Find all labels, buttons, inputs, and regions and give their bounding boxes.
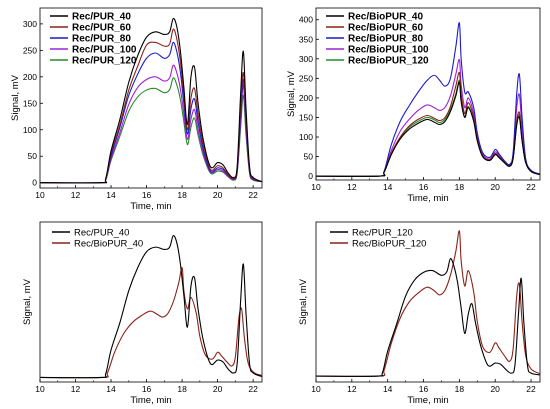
x-tick-label: 14	[106, 384, 116, 394]
series-group	[40, 17, 262, 184]
x-tick-label: 16	[419, 182, 429, 192]
series-line-rec-pur-120	[316, 258, 540, 377]
legend: Rec/BioPUR_40Rec/BioPUR_60Rec/BioPUR_80R…	[326, 12, 429, 67]
x-tick-label: 14	[383, 384, 393, 394]
legend-label-rec-pur-60: Rec/PUR_60	[72, 23, 131, 34]
y-tick-label: 150	[299, 112, 313, 122]
y-tick-label: 150	[23, 98, 37, 108]
panel-top-right: 10 12 14 16 18 20 22 0 50 100 150 200 250 300 350 400 Ti…	[286, 7, 541, 204]
y-axis-title: Signal, mV	[22, 278, 33, 325]
series-line-rec-biopur-60	[316, 71, 540, 177]
legend-label-rec-pur-120: Rec/PUR_120	[352, 228, 413, 239]
x-tick-label: 10	[35, 190, 45, 200]
legend-label-rec-pur-100: Rec/PUR_100	[72, 45, 137, 56]
x-tick-label: 16	[142, 190, 152, 200]
series-line-rec-pur-40	[40, 17, 262, 184]
y-tick-label: 300	[299, 54, 313, 64]
panel-bottom-right: 10 12 14 16 18 20 22 Time, min Signal, mV Rec/PUR…	[298, 221, 541, 406]
y-axis-title: Signal, mV	[298, 278, 309, 325]
y-tick-label: 200	[23, 72, 37, 82]
y-axis-title: Signal, mV	[286, 70, 297, 117]
x-tick-label: 10	[35, 384, 45, 394]
x-tick-label: 16	[419, 384, 429, 394]
x-tick-label: 22	[526, 384, 536, 394]
x-tick-label: 12	[71, 384, 81, 394]
x-tick-label: 18	[455, 384, 465, 394]
series-group	[40, 235, 262, 379]
panel-top-left: 10 12 14 16 18 20 22 0 50 100 150 200 250 300 Time, mi…	[10, 7, 263, 212]
x-tick-label: 20	[213, 190, 223, 200]
plot-frame	[39, 7, 263, 189]
y-tick-label: 200	[299, 93, 313, 103]
y-tick-label: 250	[23, 45, 37, 55]
x-tick-label: 18	[455, 182, 465, 192]
series-line-rec-biopur-120	[316, 79, 540, 177]
series-line-rec-pur-100	[40, 64, 262, 184]
legend-label-rec-biopur-60: Rec/BioPUR_60	[348, 23, 423, 34]
x-tick-label: 18	[177, 384, 187, 394]
legend-label-rec-biopur-120: Rec/BioPUR_120	[352, 239, 426, 250]
x-tick-label: 10	[311, 182, 321, 192]
x-tick-label: 12	[71, 190, 81, 200]
legend-label-rec-biopur-40: Rec/BioPUR_40	[74, 239, 143, 250]
x-tick-label: 18	[177, 190, 187, 200]
y-tick-label: 400	[299, 15, 313, 25]
y-tick-label: 0	[308, 171, 313, 181]
series-line-rec-biopur-40	[40, 267, 262, 379]
series-line-rec-biopur-40	[316, 81, 540, 177]
y-tick-label: 350	[299, 34, 313, 44]
plot-frame	[39, 221, 263, 383]
panel-bottom-left: 10 12 14 16 18 20 22 Time, min Signal, mV Rec/PUR…	[22, 221, 263, 406]
series-group	[316, 230, 540, 378]
x-tick-label: 22	[248, 384, 258, 394]
y-tick-label: 100	[299, 132, 313, 142]
x-tick-label: 10	[311, 384, 321, 394]
legend-label-rec-pur-40: Rec/PUR_40	[74, 228, 129, 239]
x-tick-label: 16	[142, 384, 152, 394]
x-tick-label: 20	[490, 182, 500, 192]
x-tick-label: 12	[347, 384, 357, 394]
y-tick-label: 100	[23, 125, 37, 135]
series-line-rec-pur-40	[40, 235, 262, 379]
y-tick-label: 50	[28, 151, 38, 161]
x-tick-label: 22	[248, 190, 258, 200]
series-group	[316, 22, 540, 177]
legend-label-rec-biopur-40: Rec/BioPUR_40	[348, 12, 423, 23]
x-axis-title: Time, min	[130, 395, 171, 406]
series-line-rec-pur-60	[40, 28, 262, 184]
y-tick-label: 50	[304, 152, 314, 162]
x-axis-title: Time, min	[407, 395, 448, 406]
legend: Rec/PUR_40Rec/PUR_60Rec/PUR_80Rec/PUR_10…	[50, 12, 137, 67]
y-axis-title: Signal, mV	[10, 74, 21, 121]
legend-label-rec-pur-40: Rec/PUR_40	[72, 12, 131, 23]
x-tick-label: 14	[106, 190, 116, 200]
plot-frame	[315, 221, 541, 383]
x-tick-label: 22	[526, 182, 536, 192]
legend-label-rec-biopur-120: Rec/BioPUR_120	[348, 56, 429, 67]
legend-label-rec-pur-120: Rec/PUR_120	[72, 56, 137, 67]
y-tick-label: 250	[299, 73, 313, 83]
x-tick-label: 20	[213, 384, 223, 394]
plot-frame	[315, 7, 541, 181]
y-tick-label: 300	[23, 19, 37, 29]
x-tick-label: 14	[383, 182, 393, 192]
legend-label-rec-pur-80: Rec/PUR_80	[72, 34, 131, 45]
x-axis-title: Time, min	[130, 201, 171, 212]
series-line-rec-biopur-120	[316, 230, 540, 378]
legend-label-rec-biopur-80: Rec/BioPUR_80	[348, 34, 423, 45]
series-line-rec-biopur-100	[316, 58, 540, 177]
x-axis-title: Time, min	[407, 193, 448, 204]
y-tick-label: 0	[32, 178, 37, 188]
x-tick-label: 12	[347, 182, 357, 192]
series-line-rec-pur-120	[40, 77, 262, 184]
legend-label-rec-biopur-100: Rec/BioPUR_100	[348, 45, 429, 56]
x-tick-label: 20	[490, 384, 500, 394]
series-line-rec-biopur-80	[316, 22, 540, 177]
